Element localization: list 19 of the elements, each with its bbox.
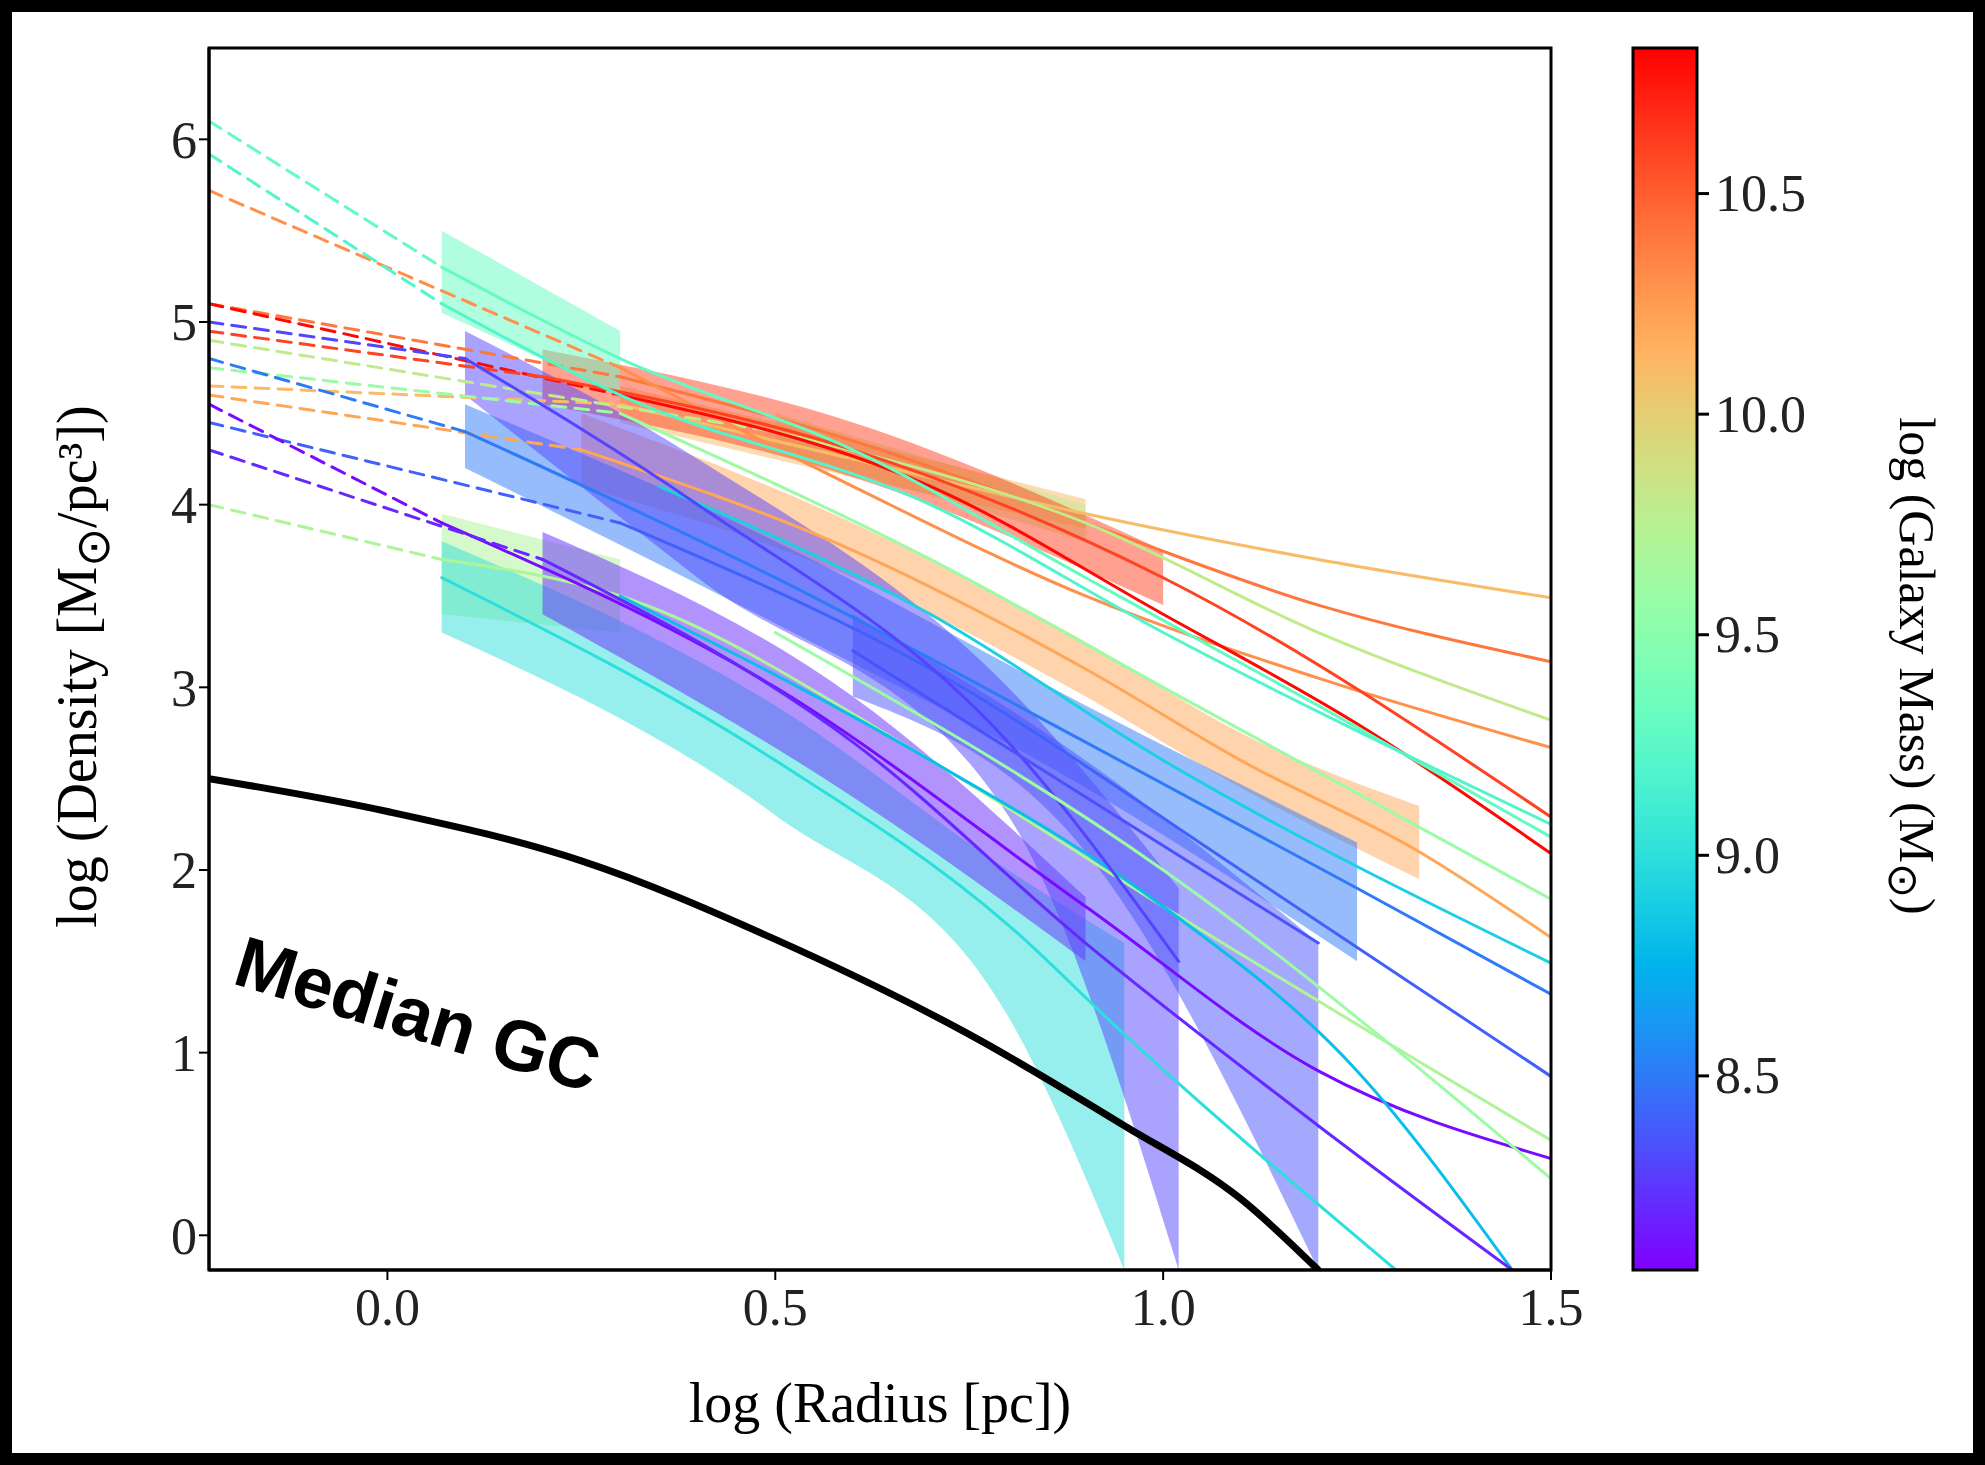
color-bar-label: 9.5 xyxy=(1715,606,1780,664)
y-tick-label: 1 xyxy=(171,1025,197,1083)
color-bar-label: 8.5 xyxy=(1715,1047,1780,1105)
y-tick-label: 2 xyxy=(171,842,197,900)
y-tick-label: 0 xyxy=(171,1207,197,1265)
x-tick-label: 0.5 xyxy=(742,1278,808,1336)
x-tick-label: 1.5 xyxy=(1518,1278,1584,1336)
color-bar-label: 10.5 xyxy=(1715,165,1806,223)
x-tick-label: 0.0 xyxy=(354,1278,420,1336)
x-tick-label: 1.0 xyxy=(1130,1278,1196,1336)
color-bar-label: 9.0 xyxy=(1715,826,1780,884)
y-tick-label: 3 xyxy=(171,659,197,717)
color-bar-label: 10.0 xyxy=(1715,385,1806,443)
annotation: Median GC xyxy=(226,920,610,1109)
x-axis-title: log (Radius [pc]) xyxy=(687,1371,1073,1436)
y-tick-label: 4 xyxy=(171,477,197,535)
line-series xyxy=(657,484,1551,965)
y-tick-label: 6 xyxy=(171,111,197,169)
y-tick-label: 5 xyxy=(171,294,197,352)
